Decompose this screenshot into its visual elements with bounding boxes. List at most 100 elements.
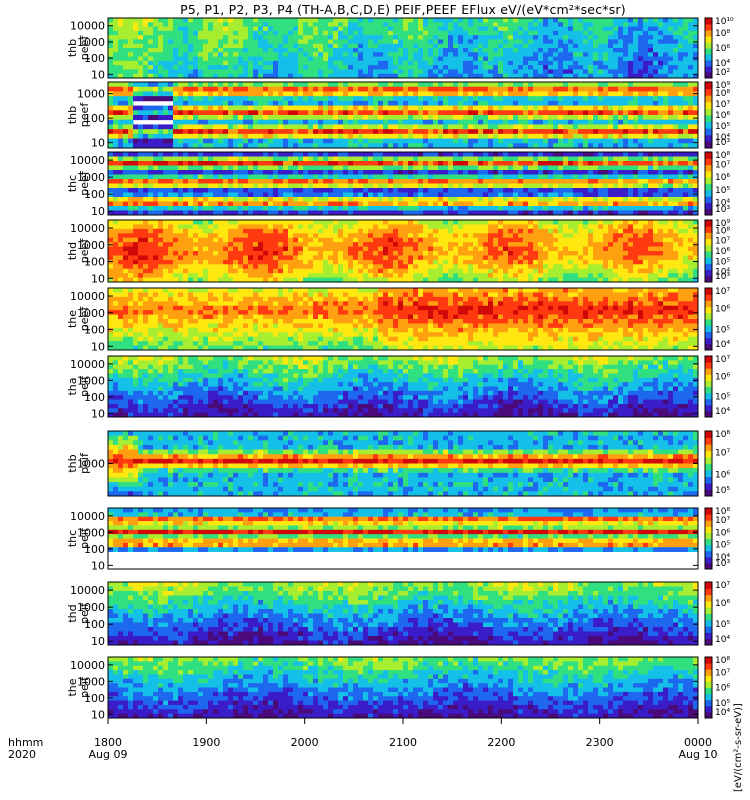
heatmap-cell xyxy=(258,96,264,102)
heatmap-cell xyxy=(323,156,329,162)
heatmap-cell xyxy=(268,183,274,189)
heatmap-cell xyxy=(498,138,504,144)
heatmap-cell xyxy=(438,96,444,102)
heatmap-cell xyxy=(213,201,219,207)
heatmap-cell xyxy=(688,56,694,62)
heatmap-cell xyxy=(108,201,114,207)
heatmap-cell xyxy=(473,174,479,180)
heatmap-cell xyxy=(433,156,439,162)
heatmap-cell xyxy=(388,188,394,193)
heatmap-cell xyxy=(358,35,364,40)
heatmap-cell xyxy=(108,210,114,216)
heatmap-cell xyxy=(643,65,649,70)
heatmap-cell xyxy=(623,197,629,202)
heatmap-cell xyxy=(468,22,474,27)
heatmap-cell xyxy=(373,18,379,23)
heatmap-cell xyxy=(263,96,269,102)
heatmap-cell xyxy=(338,56,344,62)
heatmap-cell xyxy=(208,39,214,45)
heatmap-cell xyxy=(613,100,619,106)
heatmap-cell xyxy=(423,35,429,40)
heatmap-cell xyxy=(653,86,659,92)
heatmap-cell xyxy=(503,82,509,88)
heatmap-cell xyxy=(303,192,309,198)
heatmap-cell xyxy=(123,179,129,184)
heatmap-cell xyxy=(323,165,329,171)
heatmap-cell xyxy=(618,86,624,92)
heatmap-cell xyxy=(388,152,394,157)
heatmap-cell xyxy=(338,138,344,144)
heatmap-cell xyxy=(383,201,389,207)
heatmap-cell xyxy=(603,91,609,97)
heatmap-cell xyxy=(253,60,259,66)
heatmap-cell xyxy=(203,110,209,116)
heatmap-cell xyxy=(578,35,584,40)
heatmap-cell xyxy=(593,73,599,79)
heatmap-cell xyxy=(498,188,504,193)
heatmap-cell xyxy=(618,170,624,175)
heatmap-cell xyxy=(678,143,684,149)
heatmap-cell xyxy=(143,35,149,40)
heatmap-cell xyxy=(403,197,409,202)
heatmap-cell xyxy=(393,86,399,92)
heatmap-cell xyxy=(283,100,289,106)
heatmap-cell xyxy=(453,52,459,57)
heatmap-cell xyxy=(488,86,494,92)
heatmap-cell xyxy=(348,26,354,32)
heatmap-cell xyxy=(588,43,594,49)
heatmap-cell xyxy=(628,197,634,202)
heatmap-cell xyxy=(428,18,434,23)
heatmap-cell xyxy=(368,115,374,121)
heatmap-cell xyxy=(218,206,224,211)
heatmap-cell xyxy=(348,183,354,189)
heatmap-cell xyxy=(243,156,249,162)
heatmap-cell xyxy=(278,48,284,53)
heatmap-cell xyxy=(613,105,619,111)
heatmap-cell xyxy=(423,133,429,139)
heatmap-cell xyxy=(523,91,529,97)
heatmap-cell xyxy=(688,115,694,121)
heatmap-cell xyxy=(238,174,244,180)
heatmap-cell xyxy=(408,43,414,49)
heatmap-cell xyxy=(323,192,329,198)
heatmap-cell xyxy=(308,26,314,32)
heatmap-cell xyxy=(388,170,394,175)
heatmap-cell xyxy=(378,115,384,121)
heatmap-cell xyxy=(433,119,439,125)
heatmap-cell xyxy=(143,197,149,202)
heatmap-cell xyxy=(513,96,519,102)
heatmap-cell xyxy=(488,179,494,184)
heatmap-cell xyxy=(548,152,554,157)
heatmap-cell xyxy=(158,133,164,139)
heatmap-cell xyxy=(553,100,559,106)
heatmap-cell xyxy=(648,30,654,36)
heatmap-cell xyxy=(298,52,304,57)
heatmap-cell xyxy=(643,192,649,198)
heatmap-cell xyxy=(233,133,239,139)
heatmap-cell xyxy=(288,22,294,27)
heatmap-cell xyxy=(623,105,629,111)
heatmap-cell xyxy=(108,110,114,116)
heatmap-cell xyxy=(358,143,364,149)
heatmap-cell xyxy=(343,170,349,175)
heatmap-cell xyxy=(138,60,144,66)
colorbar-segment xyxy=(705,133,712,136)
heatmap-cell xyxy=(313,119,319,125)
heatmap-cell xyxy=(168,96,174,102)
heatmap-cell xyxy=(373,96,379,102)
heatmap-cell xyxy=(653,192,659,198)
heatmap-cell xyxy=(608,48,614,53)
heatmap-cell xyxy=(628,133,634,139)
heatmap-cell xyxy=(638,30,644,36)
heatmap-cell xyxy=(548,22,554,27)
heatmap-cell xyxy=(448,69,454,75)
heatmap-cell xyxy=(618,115,624,121)
heatmap-cell xyxy=(653,161,659,166)
heatmap-cell xyxy=(403,73,409,79)
heatmap-cell xyxy=(428,65,434,70)
heatmap-cell xyxy=(643,174,649,180)
colorbar-segment xyxy=(705,82,712,85)
heatmap-cell xyxy=(613,86,619,92)
heatmap-cell xyxy=(648,210,654,216)
heatmap-cell xyxy=(183,188,189,193)
